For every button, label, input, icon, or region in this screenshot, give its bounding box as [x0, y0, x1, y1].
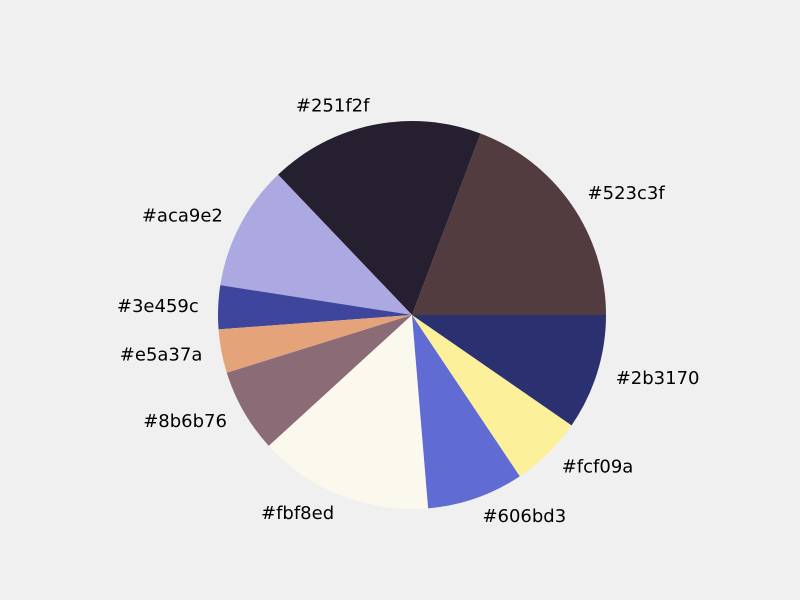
slice-label: #523c3f — [588, 183, 666, 204]
pie-slice — [278, 121, 481, 315]
pie-slice — [412, 315, 572, 477]
slice-label: #2b3170 — [616, 368, 700, 389]
slice-label: #e5a37a — [120, 344, 203, 365]
pie-slice — [412, 133, 606, 315]
slice-label: #251f2f — [296, 95, 370, 116]
slice-label: #3e459c — [117, 296, 199, 317]
slice-label: #aca9e2 — [142, 206, 223, 227]
slice-label: #fcf09a — [562, 457, 634, 478]
pie-slice — [218, 315, 412, 373]
slice-label: #8b6b76 — [143, 411, 227, 432]
slice-label: #fbf8ed — [261, 503, 334, 524]
pie-slices — [217, 121, 606, 510]
pie-slice — [412, 315, 606, 426]
pie-slice — [220, 174, 412, 315]
pie-labels: #523c3f #251f2f #aca9e2 #3e459c #e5a37a #8b6b… — [117, 95, 700, 527]
slice-label: #606bd3 — [482, 506, 566, 527]
pie-slice — [412, 315, 520, 509]
pie-slice — [217, 285, 412, 330]
pie-slice — [268, 315, 429, 510]
pie-slice — [226, 315, 412, 446]
